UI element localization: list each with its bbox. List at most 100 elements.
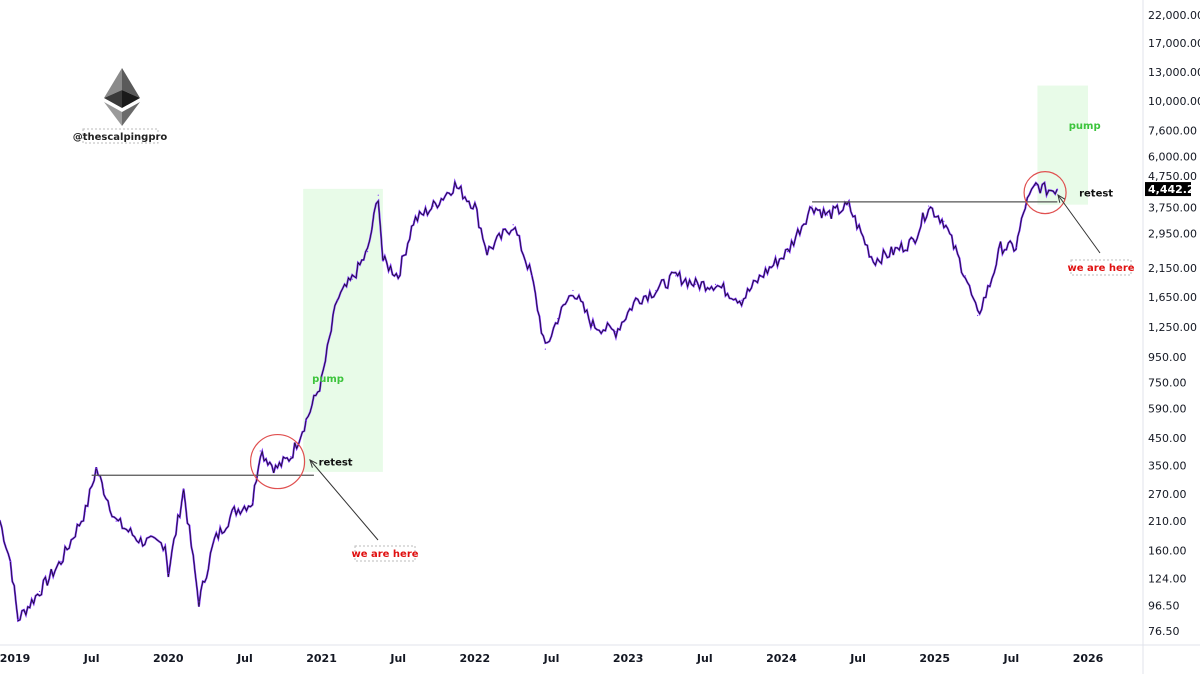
price-tick-label: 2,150.00 [1148,262,1197,275]
price-point [251,501,254,503]
price-tick-label: 270.00 [1148,488,1187,501]
ethereum-logo [104,68,140,126]
arrow-line [1057,194,1101,254]
price-tick-label: 17,000.00 [1148,37,1200,50]
price-point [432,205,435,207]
time-tick-label: 2026 [1073,652,1104,665]
we-are-here-label: we are here [1067,263,1134,274]
watermark-box [82,128,159,144]
time-tick-label: 2025 [919,652,950,665]
price-point [351,278,353,280]
price-tick-label: 160.00 [1148,545,1187,558]
price-point [1056,188,1058,190]
price-point [826,214,829,216]
time-tick-label: Jul [389,652,406,665]
price-point [675,275,677,277]
price-point [486,251,488,253]
price-tick-label: 96.50 [1148,600,1180,613]
price-point [927,205,930,207]
price-tick-label: 1,250.00 [1148,321,1197,334]
price-point [912,240,914,242]
price-point [943,220,945,223]
price-point [1035,184,1037,186]
price-tick-label: 1,650.00 [1148,291,1197,304]
eth-price-wicks [0,180,1058,622]
time-tick-label: Jul [696,652,713,665]
price-point [811,205,813,207]
time-tick-label: Jul [83,652,100,665]
price-point [167,572,169,574]
price-point [615,330,617,333]
time-tick-label: 2024 [766,652,797,665]
price-tick-label: 450.00 [1148,432,1187,445]
price-point [60,560,62,563]
price-point [964,275,966,277]
time-tick-label: Jul [1003,652,1020,665]
price-tick-label: 76.50 [1148,625,1180,638]
price-point [233,510,235,512]
callout-box [354,545,416,562]
price-point [412,220,415,223]
price-point [213,540,215,542]
price-point [377,194,379,196]
price-point [592,324,594,326]
price-point [115,520,117,522]
price-tick-label: 10,000.00 [1148,95,1200,108]
time-tick-label: Jul [849,652,866,665]
price-point [474,205,476,207]
price-point [530,275,533,277]
price-tick-label: 13,000.00 [1148,66,1200,79]
retest-circle [249,433,306,490]
price-point [512,224,514,226]
price-point [140,540,142,542]
price-point [274,468,277,470]
price-point [786,251,789,253]
price-point [694,283,697,285]
price-point [1000,246,1002,248]
price-point [95,468,97,470]
current-price-label: 4,442.22 [1148,183,1200,196]
price-point [655,289,657,292]
price-point [103,489,105,491]
price-point [557,318,559,320]
price-point [714,283,717,285]
price-tick-label: 750.00 [1148,377,1187,390]
arrow-head-icon [1057,193,1066,203]
price-point [848,205,850,207]
pump-label: pump [1069,121,1101,132]
price-tick-label: 950.00 [1148,351,1187,364]
arrow-head-icon [309,459,318,468]
price-point [84,510,87,512]
eth-price-line [0,178,1059,623]
price-point [320,380,323,382]
time-tick-label: 2020 [153,652,184,665]
price-point [198,601,200,603]
price-point [366,251,369,253]
price-point [336,299,338,301]
retest-label: retest [319,458,353,469]
price-point [989,283,991,285]
price-point [544,348,546,350]
time-tick-label: 2019 [0,652,30,665]
price-point [1015,246,1017,248]
time-tick-label: 2021 [306,652,337,665]
price-tick-label: 4,750.00 [1148,170,1197,183]
price-point [164,543,166,545]
price-tick-label: 2,950.00 [1148,228,1197,241]
callout-box [1070,259,1132,276]
price-point [397,275,399,277]
price-tick-label: 210.00 [1148,515,1187,528]
price-tick-label: 7,600.00 [1148,125,1197,138]
price-tick-label: 3,750.00 [1148,201,1197,214]
price-axis[interactable]: 22,000.00 17,000.00 13,000.00 10,000.00 7,60… [1145,9,1200,638]
price-point [872,260,875,262]
price-point [635,299,637,301]
time-axis[interactable]: 2019 Jul 2020 Jul 2021 Jul 2022 Jul 2023 Jul 2024 J… [0,652,1104,665]
price-point [382,260,384,262]
price-point [760,275,763,277]
price-point [9,560,12,563]
price-point [572,289,574,292]
price-point [1024,205,1026,207]
price-point [977,314,979,317]
